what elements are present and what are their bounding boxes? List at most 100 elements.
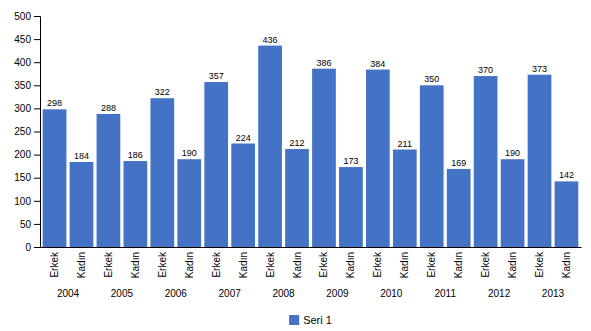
bar	[528, 75, 552, 247]
data-label: 224	[236, 133, 251, 143]
y-tick-mark	[34, 85, 40, 86]
group-label: 2006	[165, 288, 188, 299]
x-tick: Erkek	[211, 251, 222, 278]
y-tick-mark	[34, 178, 40, 179]
data-label: 186	[128, 150, 143, 160]
y-tick: 300	[14, 103, 40, 114]
y-tick-label: 0	[25, 242, 31, 253]
x-tick: Kadın	[76, 252, 87, 278]
group-label: 2013	[542, 288, 565, 299]
bar	[285, 149, 309, 247]
data-label: 184	[74, 151, 89, 161]
bar	[150, 98, 174, 247]
y-tick: 100	[14, 196, 40, 207]
x-tick-label: Kadın	[561, 252, 572, 278]
bar	[177, 159, 201, 247]
x-tick: Kadın	[453, 252, 464, 278]
bars	[43, 46, 579, 247]
bar	[70, 162, 94, 247]
x-tick: Erkek	[49, 251, 60, 278]
x-tick: Kadın	[292, 252, 303, 278]
y-tick: 50	[20, 219, 40, 230]
x-tick-label: Kadın	[130, 252, 141, 278]
data-label: 350	[424, 74, 439, 84]
x-axis-line	[41, 247, 582, 248]
x-tick: Erkek	[480, 251, 491, 278]
x-tick-label: Kadın	[292, 252, 303, 278]
data-label: 357	[209, 71, 224, 81]
x-tick-label: Kadın	[399, 252, 410, 278]
x-tick-label: Erkek	[157, 251, 168, 278]
data-label: 373	[532, 64, 547, 74]
bar	[97, 114, 121, 247]
data-label: 142	[559, 170, 574, 180]
x-tick-label: Kadın	[453, 252, 464, 278]
data-label: 298	[47, 98, 62, 108]
group-labels: 2004200520062007200820092010201120122013	[57, 288, 565, 299]
y-tick-mark	[34, 39, 40, 40]
x-tick-label: Kadın	[345, 252, 356, 278]
y-tick-mark	[34, 108, 40, 109]
bar	[420, 85, 444, 247]
x-axis: Erkek Kadın Erkek Kadın Erkek Kadın Erkek Kadın…	[41, 248, 582, 279]
y-tick: 500	[14, 11, 40, 22]
y-tick-mark	[34, 224, 40, 225]
x-tick: Kadın	[561, 252, 572, 278]
y-tick-mark	[34, 247, 40, 248]
y-tick-label: 250	[14, 126, 31, 137]
data-label: 190	[182, 148, 197, 158]
y-tick: 350	[14, 80, 40, 91]
x-tick-label: Erkek	[480, 251, 491, 278]
x-tick-label: Kadın	[184, 252, 195, 278]
y-tick-label: 450	[14, 34, 31, 45]
y-tick-label: 350	[14, 80, 31, 91]
y-tick-mark	[34, 132, 40, 133]
x-tick-label: Erkek	[534, 251, 545, 278]
y-tick-label: 500	[14, 11, 31, 22]
y-axis: 0 50 100 150 200 250 300 350 400 450 500	[14, 11, 40, 253]
bar	[501, 159, 525, 247]
group-label: 2005	[111, 288, 134, 299]
bar	[366, 70, 390, 247]
bar	[447, 169, 471, 247]
data-label: 173	[343, 156, 358, 166]
data-label: 190	[505, 148, 520, 158]
y-tick-label: 150	[14, 172, 31, 183]
group-label: 2012	[488, 288, 511, 299]
y-axis-line	[34, 17, 41, 248]
x-tick-label: Kadın	[76, 252, 87, 278]
y-tick-label: 50	[20, 219, 32, 230]
legend-label: Seri 1	[303, 314, 332, 326]
data-label: 386	[316, 58, 331, 68]
data-label: 384	[370, 59, 385, 69]
data-label: 322	[155, 87, 170, 97]
x-tick: Kadın	[238, 252, 249, 278]
x-tick-label: Erkek	[265, 251, 276, 278]
y-tick-mark	[34, 16, 40, 17]
y-tick-label: 400	[14, 57, 31, 68]
x-tick-label: Erkek	[103, 251, 114, 278]
group-label: 2008	[272, 288, 295, 299]
y-tick: 450	[14, 34, 40, 45]
data-label: 212	[290, 138, 305, 148]
x-tick: Kadın	[130, 252, 141, 278]
x-tick-label: Kadın	[507, 252, 518, 278]
group-label: 2007	[219, 288, 242, 299]
y-tick-mark	[34, 201, 40, 202]
y-tick: 200	[14, 149, 40, 160]
data-label: 436	[263, 35, 278, 45]
y-tick: 0	[25, 242, 40, 253]
group-label: 2009	[326, 288, 349, 299]
data-label: 211	[398, 139, 412, 149]
chart: 0 50 100 150 200 250 300 350 400 450 500 Erkek Kadın…	[0, 0, 591, 331]
x-tick-label: Erkek	[49, 251, 60, 278]
legend-item: Seri 1	[289, 314, 332, 326]
x-tick-label: Kadın	[238, 252, 249, 278]
y-tick: 250	[14, 126, 40, 137]
x-tick-label: Erkek	[318, 251, 329, 278]
bar	[258, 46, 282, 247]
y-tick-label: 200	[14, 149, 31, 160]
y-tick-label: 300	[14, 103, 31, 114]
group-label: 2011	[434, 288, 456, 299]
data-labels: 2981842881863221903572244362123861733842…	[47, 35, 574, 181]
